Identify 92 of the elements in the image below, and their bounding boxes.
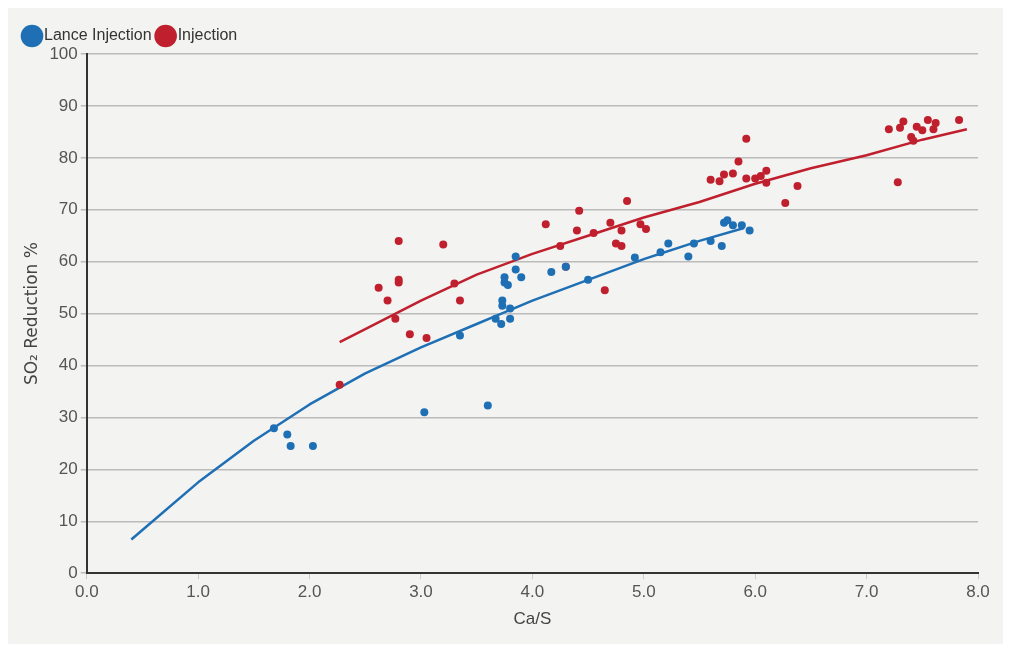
y-tick-label: 100	[49, 43, 78, 63]
point	[506, 314, 515, 323]
point	[684, 252, 693, 261]
point	[664, 239, 673, 248]
point	[420, 408, 429, 417]
point	[656, 248, 665, 257]
point	[617, 226, 626, 235]
y-tick-label: 50	[58, 303, 78, 323]
point	[762, 178, 771, 187]
point	[617, 242, 626, 251]
point	[422, 334, 431, 342]
point	[455, 331, 464, 340]
point	[383, 296, 392, 305]
point	[630, 253, 639, 262]
point	[584, 275, 593, 284]
point	[511, 252, 520, 261]
point	[715, 177, 724, 186]
point	[575, 206, 584, 215]
point	[931, 119, 940, 128]
y-tick-label: 20	[58, 459, 78, 479]
y-tick-label: 40	[58, 355, 78, 375]
point	[781, 199, 790, 208]
point	[742, 174, 751, 183]
point	[728, 169, 737, 178]
y-tick-label: 60	[58, 251, 78, 271]
point	[756, 172, 765, 181]
point	[606, 218, 615, 227]
point	[286, 442, 295, 450]
x-tick-label: 4.0	[520, 582, 545, 602]
point	[439, 240, 448, 249]
point	[269, 424, 278, 433]
point	[547, 268, 556, 277]
point	[572, 226, 581, 235]
point	[506, 304, 515, 313]
point	[335, 380, 344, 389]
point	[923, 115, 932, 124]
point	[899, 117, 908, 126]
y-tick-label: 10	[58, 510, 78, 530]
x-tick-label: 8.0	[966, 582, 990, 602]
point	[720, 170, 728, 179]
point	[541, 220, 550, 229]
point	[918, 126, 927, 135]
point	[589, 229, 598, 238]
point	[405, 330, 414, 339]
point	[511, 265, 520, 274]
point	[745, 226, 754, 235]
point	[642, 224, 651, 233]
point	[689, 239, 698, 248]
point	[734, 157, 743, 166]
point	[793, 181, 802, 190]
legend-label: Lance Injection	[44, 26, 152, 44]
x-axis-title: Ca/S	[513, 609, 552, 629]
point	[455, 296, 464, 305]
point	[450, 279, 459, 288]
y-tick-label: 70	[58, 199, 78, 219]
point	[600, 286, 609, 295]
point	[706, 175, 715, 184]
point	[636, 220, 645, 229]
x-tick-label: 1.0	[186, 582, 210, 602]
point	[391, 314, 400, 323]
x-tick-label: 5.0	[631, 582, 656, 602]
point	[556, 242, 565, 251]
point	[374, 283, 383, 292]
point	[491, 314, 500, 323]
x-tick-label: 6.0	[743, 582, 768, 602]
y-tick-label: 80	[58, 147, 78, 167]
point	[517, 273, 526, 282]
point	[483, 401, 492, 410]
x-tick-label: 7.0	[854, 582, 879, 602]
point	[623, 196, 632, 205]
x-tick-label: 3.0	[409, 582, 433, 602]
point	[728, 221, 737, 230]
legend-label: Injection	[177, 26, 238, 44]
point	[742, 134, 751, 143]
point	[893, 178, 902, 187]
point	[497, 319, 506, 328]
point	[283, 430, 292, 439]
point	[723, 216, 732, 225]
x-tick-label: 2.0	[297, 582, 322, 602]
y-axis-title: SO₂ Reduction %	[20, 242, 41, 386]
y-tick-label: 0	[68, 562, 78, 582]
point	[308, 442, 317, 450]
point	[394, 236, 403, 245]
x-tick-label: 0.0	[74, 582, 99, 602]
point	[955, 115, 964, 124]
y-tick-label: 90	[58, 95, 78, 115]
point	[737, 221, 746, 230]
point	[717, 242, 726, 251]
y-tick-label: 30	[58, 407, 78, 427]
point	[762, 166, 771, 175]
point	[884, 125, 893, 134]
point	[896, 123, 905, 132]
